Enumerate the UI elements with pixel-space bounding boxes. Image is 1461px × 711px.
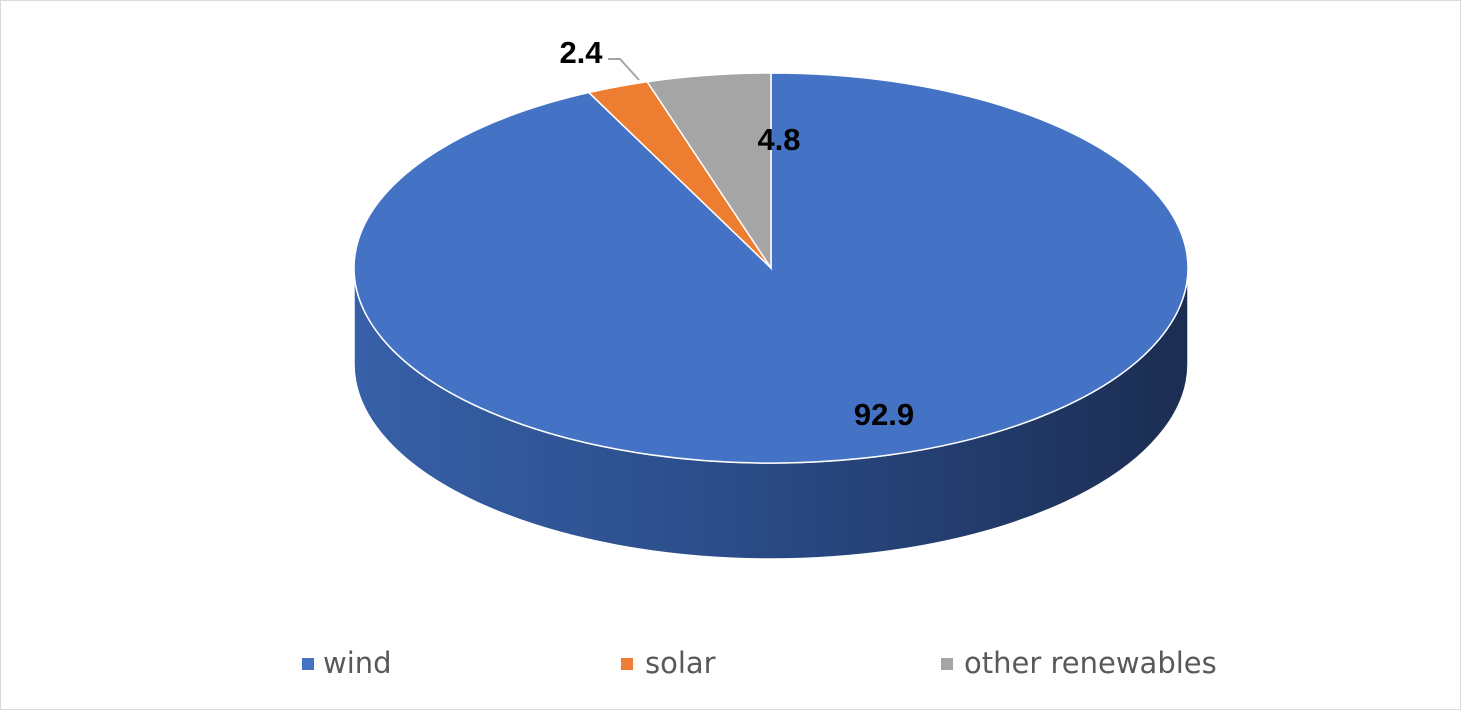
legend-swatch-other-renewables [941,658,953,670]
legend: wind solar other renewables [302,646,1217,680]
legend-label-solar: solar [645,646,716,680]
leader-line-solar [608,58,640,81]
pie-slices [353,72,1189,464]
legend-swatch-solar [621,658,633,670]
legend-label-wind: wind [323,646,392,680]
legend-swatch-wind [302,658,314,670]
data-label-wind: 92.9 [854,397,914,432]
legend-label-other-renewables: other renewables [964,646,1217,680]
data-label-solar: 2.4 [559,35,603,70]
data-label-other-renewables: 4.8 [757,122,800,157]
pie-slice-other-renewables [645,72,772,271]
leader-lines [608,58,640,81]
